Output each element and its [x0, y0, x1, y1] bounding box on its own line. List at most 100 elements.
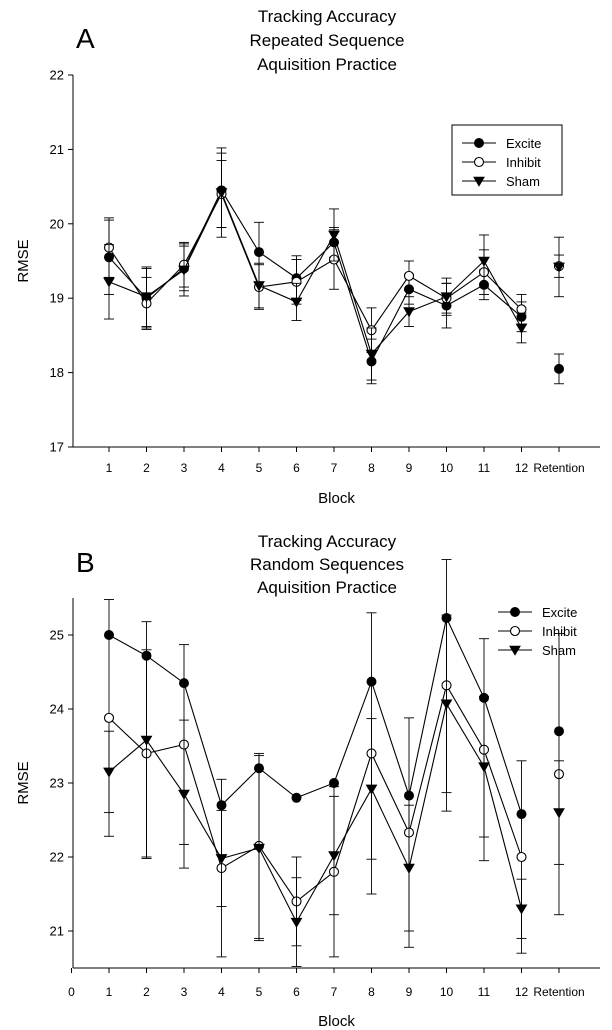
panel-letter: B: [76, 547, 95, 578]
data-point: [103, 277, 115, 288]
y-axis-title: RMSE: [15, 239, 32, 282]
x-tick-label: Retention: [533, 461, 584, 475]
x-tick-label: 8: [368, 985, 375, 999]
data-point: [515, 323, 528, 334]
data-point: [329, 778, 339, 788]
data-point: [178, 789, 190, 800]
panel-letter: A: [76, 23, 95, 54]
y-tick-label: 24: [50, 702, 64, 717]
data-point: [440, 292, 453, 303]
y-tick-label: 25: [50, 628, 64, 643]
x-tick-label: 7: [331, 985, 338, 999]
series-excite: [104, 612, 564, 820]
y-tick-label: 22: [50, 850, 64, 865]
chart-panel-a: A Tracking Accuracy Repeated Sequence Aquis…: [15, 7, 600, 507]
data-point: [215, 188, 228, 199]
legend-box: [451, 124, 563, 196]
x-tick-label: 11: [478, 985, 491, 999]
chart-title-line: Tracking Accuracy: [258, 532, 397, 551]
x-axis-title: Block: [318, 490, 355, 507]
legend-marker: [509, 625, 521, 637]
x-tick-label: 4: [218, 461, 225, 475]
series-line: [108, 189, 522, 363]
legend-label: Sham: [542, 643, 576, 658]
data-point: [140, 735, 153, 746]
data-point: [403, 270, 415, 281]
data-point: [403, 863, 415, 874]
data-point: [365, 349, 378, 360]
legend-marker: [510, 607, 520, 617]
data-point: [328, 230, 340, 241]
y-tick-label: 22: [50, 68, 64, 83]
series-line: [108, 683, 523, 903]
data-point: [365, 784, 378, 795]
y-tick-label: 19: [50, 291, 64, 306]
x-tick-label: 12: [515, 461, 529, 475]
series-line: [108, 192, 522, 332]
data-point: [403, 307, 415, 318]
data-point: [553, 262, 565, 273]
x-tick-label: 12: [515, 985, 529, 999]
data-point: [553, 808, 565, 819]
chart-panel-b: B Tracking Accuracy Random Sequences Aquisi…: [15, 532, 600, 1030]
legend-marker: [474, 138, 484, 148]
x-tick-label: 6: [293, 461, 300, 475]
x-tick-label: 2: [143, 461, 150, 475]
y-tick-label: 21: [50, 924, 64, 939]
x-axis-title: Block: [318, 1013, 355, 1030]
x-tick-label: 9: [406, 985, 413, 999]
x-tick-label: 1: [106, 985, 113, 999]
x-tick-label: 5: [256, 461, 263, 475]
y-tick-label: 23: [50, 776, 64, 791]
legend-marker: [509, 645, 521, 656]
data-point: [140, 292, 153, 303]
data-point: [516, 851, 527, 863]
legend-marker: [473, 156, 485, 168]
chart-title-line: Random Sequences: [250, 555, 404, 574]
data-point: [290, 297, 303, 308]
data-point: [253, 281, 265, 292]
data-point: [291, 792, 302, 803]
data-point: [103, 712, 115, 723]
legend-marker: [473, 176, 485, 187]
x-tick-label: 10: [440, 985, 454, 999]
x-tick-label: 3: [181, 461, 188, 475]
legend: Excite Inhibit Sham: [451, 124, 563, 196]
legend: Excite Inhibit Sham: [498, 605, 577, 658]
x-tick-label: 5: [256, 985, 263, 999]
data-point: [440, 699, 453, 710]
x-tick-label: Retention: [533, 985, 584, 999]
data-point: [554, 363, 564, 374]
data-point: [178, 265, 190, 276]
series-line: [108, 616, 523, 815]
legend-label: Inhibit: [506, 155, 541, 170]
data-point: [478, 256, 490, 267]
legend-label: Sham: [506, 174, 540, 189]
chart-title-line: Tracking Accuracy: [258, 7, 397, 26]
chart-title-line: Aquisition Practice: [257, 578, 397, 597]
y-tick-label: 18: [50, 365, 64, 380]
x-tick-label: 11: [478, 461, 491, 475]
x-tick-label: 9: [406, 461, 413, 475]
data-point: [515, 904, 528, 915]
data-point: [290, 917, 303, 928]
data-point: [328, 851, 340, 862]
data-point: [103, 767, 115, 778]
x-tick-label: 2: [143, 985, 150, 999]
y-tick-label: 21: [50, 142, 64, 157]
x-tick-label: 3: [181, 985, 188, 999]
x-tick-label: 4: [218, 985, 225, 999]
legend-label: Excite: [506, 136, 541, 151]
x-tick-label: 1: [106, 461, 113, 475]
series-sham: [103, 614, 565, 967]
legend-label: Inhibit: [542, 624, 577, 639]
series-line: [108, 702, 523, 924]
data-point: [516, 304, 527, 315]
x-tick-label: 7: [331, 461, 338, 475]
chart-title-line: Repeated Sequence: [249, 31, 404, 50]
legend-label: Excite: [542, 605, 577, 620]
chart-title-line: Aquisition Practice: [257, 55, 397, 74]
data-point: [254, 247, 264, 258]
y-tick-label: 20: [50, 216, 64, 231]
